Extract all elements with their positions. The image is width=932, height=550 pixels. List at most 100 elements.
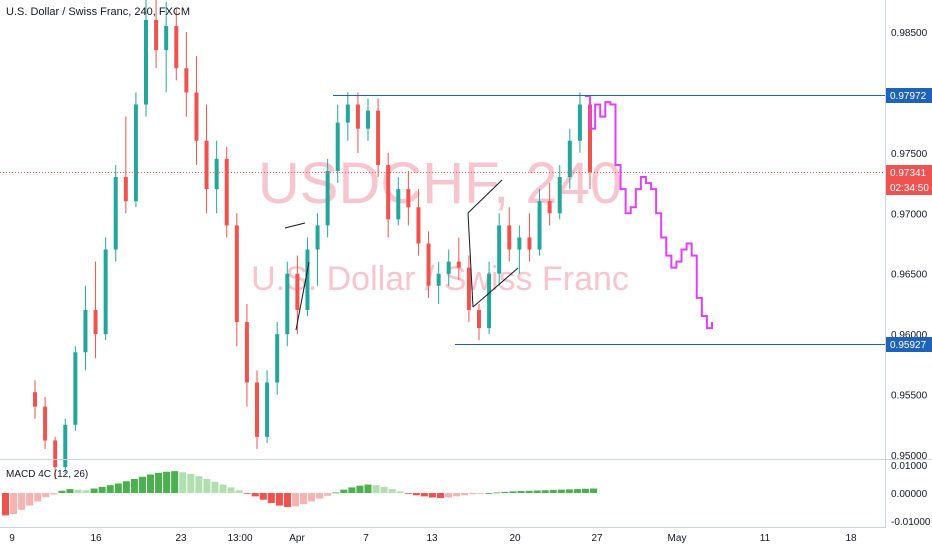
- macd-bar: [574, 489, 581, 493]
- macd-bar: [477, 493, 484, 494]
- macd-bar: [405, 493, 412, 494]
- candle-body: [124, 177, 128, 201]
- macd-bar: [332, 492, 339, 493]
- macd-bar: [590, 489, 597, 493]
- macd-bar: [42, 493, 49, 497]
- candle-body: [396, 189, 400, 219]
- candle: [275, 322, 279, 395]
- candle-body: [427, 244, 431, 286]
- macd-bar: [534, 490, 541, 493]
- candle: [43, 397, 47, 449]
- candle-body: [73, 352, 77, 425]
- candle: [134, 92, 138, 207]
- candle-body: [245, 322, 249, 382]
- macd-bar: [566, 489, 573, 493]
- macd-bar: [34, 493, 41, 501]
- macd-bar: [413, 493, 420, 495]
- candle-body: [326, 171, 330, 225]
- candle-body: [568, 141, 572, 177]
- macd-bar: [550, 490, 557, 493]
- candle: [174, 8, 178, 81]
- trendline-flag-top: [285, 223, 305, 228]
- time-tick-label: 18: [845, 533, 857, 544]
- macd-bar: [219, 485, 226, 493]
- candle-body: [517, 237, 521, 249]
- macd-bar: [453, 493, 460, 496]
- macd-bar: [469, 493, 476, 494]
- candle: [235, 213, 239, 346]
- candle-body: [447, 262, 451, 274]
- macd-bar: [381, 487, 388, 493]
- macd-bar: [179, 472, 186, 493]
- candle: [527, 213, 531, 261]
- macd-bar: [437, 493, 444, 498]
- candle-body: [144, 20, 148, 105]
- macd-bar: [123, 481, 130, 493]
- candle: [104, 237, 108, 340]
- macd-bar: [284, 493, 291, 507]
- candle: [265, 370, 269, 443]
- candle-body: [346, 105, 350, 123]
- time-tick-label: 7: [363, 533, 369, 544]
- macd-bar: [268, 493, 275, 503]
- time-tick-label: 16: [90, 533, 102, 544]
- macd-bar: [18, 493, 25, 510]
- macd-label: MACD 4C (12, 26): [6, 469, 88, 480]
- candle-body: [205, 141, 209, 189]
- macd-bar: [163, 472, 170, 493]
- candle-body: [94, 310, 98, 334]
- time-tick-label: 23: [175, 533, 187, 544]
- macd-bar: [292, 493, 299, 506]
- candle: [356, 92, 360, 152]
- macd-axis[interactable]: 0.01000 0.00000 -0.01000: [891, 461, 931, 528]
- macd-bar: [228, 487, 235, 493]
- candle-body: [265, 382, 269, 436]
- candle-body: [316, 225, 320, 249]
- candle-body: [548, 201, 552, 213]
- countdown-label: 02:34:50: [890, 183, 929, 194]
- candle-body: [164, 26, 168, 50]
- macd-bar: [542, 490, 549, 493]
- macd-bar: [397, 491, 404, 493]
- candle: [285, 262, 289, 347]
- candle: [477, 304, 481, 340]
- candle-body: [275, 334, 279, 382]
- macd-bar: [50, 493, 57, 494]
- support-price-label: 0.95927: [890, 340, 927, 351]
- candle-body: [406, 189, 410, 207]
- macd-bar: [364, 485, 371, 493]
- candle-body: [174, 26, 178, 68]
- candle-body: [457, 262, 461, 268]
- macd-tick-label: 0.01000: [891, 461, 928, 472]
- candle-body: [114, 177, 118, 250]
- macd-bar: [244, 493, 251, 494]
- candle-body: [184, 68, 188, 92]
- macd-bar: [276, 493, 283, 506]
- macd-bar: [389, 489, 396, 493]
- macd-bar: [10, 493, 17, 514]
- candle: [346, 92, 350, 140]
- time-axis[interactable]: 9 16 23 13:00 Apr 7 13 20 27 May 11 18: [9, 533, 857, 544]
- candle-body: [215, 159, 219, 189]
- time-tick-label: 20: [509, 533, 521, 544]
- candle-body: [295, 274, 299, 310]
- macd-bar: [316, 493, 323, 499]
- macd-bar: [83, 490, 90, 493]
- current-price-tag: 0.97341: [886, 165, 932, 180]
- macd-bar: [187, 474, 194, 493]
- macd-bar: [115, 483, 122, 493]
- watermark-symbol: USDCHF, 240: [258, 151, 622, 216]
- chart-title: U.S. Dollar / Swiss Franc, 240, FXCM: [6, 6, 190, 18]
- macd-bar: [461, 493, 468, 495]
- time-tick-label: 13: [426, 533, 438, 544]
- price-tick-label: 0.97500: [891, 149, 928, 160]
- candle: [73, 346, 77, 431]
- candle-body: [356, 105, 360, 129]
- candle: [578, 92, 582, 152]
- macd-bar: [107, 485, 114, 493]
- time-tick-label: Apr: [289, 533, 305, 544]
- candle: [255, 370, 259, 449]
- candle: [215, 141, 219, 214]
